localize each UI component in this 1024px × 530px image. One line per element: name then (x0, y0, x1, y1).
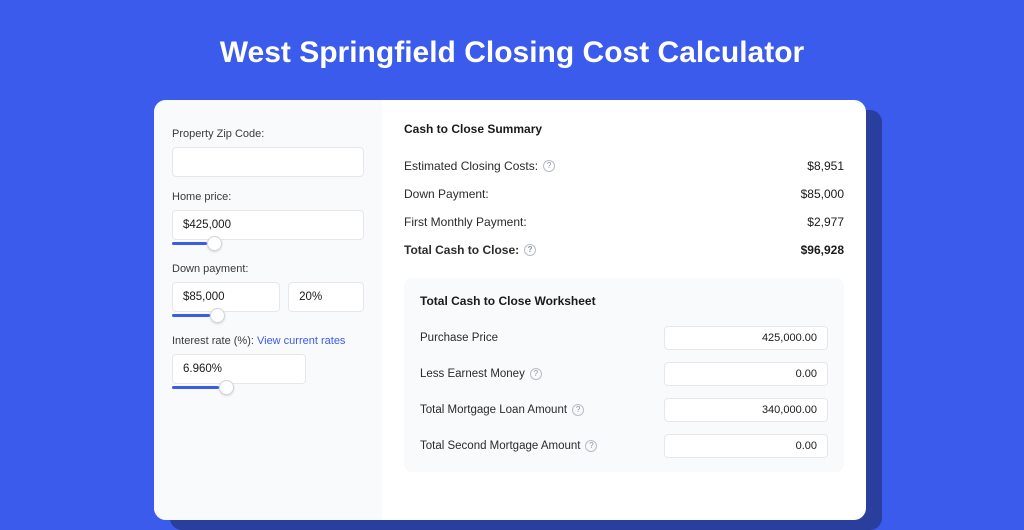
inputs-panel: Property Zip Code: Home price: Down paym… (154, 100, 382, 520)
worksheet-value-input[interactable] (664, 398, 828, 422)
worksheet-list: Purchase PriceLess Earnest Money?Total M… (420, 320, 828, 464)
summary-row: Estimated Closing Costs:? $8,951 (404, 152, 844, 180)
results-panel: Cash to Close Summary Estimated Closing … (382, 100, 866, 520)
help-icon[interactable]: ? (585, 440, 597, 452)
worksheet-row-label-text: Total Mortgage Loan Amount (420, 404, 567, 416)
interest-input[interactable] (172, 354, 306, 384)
home-price-label: Home price: (172, 191, 364, 203)
interest-label: Interest rate (%): View current rates (172, 335, 364, 347)
down-payment-slider[interactable] (172, 311, 364, 321)
worksheet-title: Total Cash to Close Worksheet (420, 294, 828, 308)
summary-row-label: Estimated Closing Costs:? (404, 159, 555, 173)
worksheet-row-label: Total Mortgage Loan Amount? (420, 404, 584, 416)
summary-row: Total Cash to Close:? $96,928 (404, 236, 844, 264)
field-interest-rate: Interest rate (%): View current rates (172, 335, 364, 393)
worksheet-row: Purchase Price (420, 320, 828, 356)
slider-thumb[interactable] (219, 380, 234, 395)
help-icon[interactable]: ? (530, 368, 542, 380)
worksheet-row: Total Mortgage Loan Amount? (420, 392, 828, 428)
home-price-slider[interactable] (172, 239, 364, 249)
summary-list: Estimated Closing Costs:? $8,951 Down Paym… (404, 152, 844, 264)
field-zip: Property Zip Code: (172, 128, 364, 177)
interest-label-text: Interest rate (%): (172, 335, 254, 347)
field-home-price: Home price: (172, 191, 364, 249)
zip-input[interactable] (172, 147, 364, 177)
field-down-payment: Down payment: (172, 263, 364, 321)
worksheet-row-label-text: Total Second Mortgage Amount (420, 440, 580, 452)
summary-row-value: $8,951 (807, 159, 844, 173)
worksheet-value-input[interactable] (664, 434, 828, 458)
slider-thumb[interactable] (210, 308, 225, 323)
page-title: West Springfield Closing Cost Calculator (0, 0, 1024, 96)
summary-row-value: $2,977 (807, 215, 844, 229)
worksheet-row-label: Total Second Mortgage Amount? (420, 440, 597, 452)
worksheet-card: Total Cash to Close Worksheet Purchase P… (404, 278, 844, 472)
help-icon[interactable]: ? (543, 160, 555, 172)
worksheet-row-label: Purchase Price (420, 332, 498, 344)
down-payment-percent-input[interactable] (288, 282, 364, 312)
worksheet-row: Total Second Mortgage Amount? (420, 428, 828, 464)
help-icon[interactable]: ? (524, 244, 536, 256)
calculator-card: Property Zip Code: Home price: Down paym… (154, 100, 866, 520)
summary-title: Cash to Close Summary (404, 122, 844, 136)
summary-row: Down Payment: $85,000 (404, 180, 844, 208)
worksheet-row-label: Less Earnest Money? (420, 368, 542, 380)
down-payment-input[interactable] (172, 282, 280, 312)
down-payment-label: Down payment: (172, 263, 364, 275)
view-rates-link[interactable]: View current rates (257, 335, 345, 347)
summary-row-label: First Monthly Payment: (404, 215, 527, 229)
summary-row-label-text: Total Cash to Close: (404, 243, 519, 257)
help-icon[interactable]: ? (572, 404, 584, 416)
worksheet-value-input[interactable] (664, 362, 828, 386)
worksheet-row-label-text: Less Earnest Money (420, 368, 525, 380)
interest-slider[interactable] (172, 383, 306, 393)
worksheet-row-label-text: Purchase Price (420, 332, 498, 344)
summary-row-label: Total Cash to Close:? (404, 243, 536, 257)
summary-row-value: $85,000 (801, 187, 844, 201)
worksheet-row: Less Earnest Money? (420, 356, 828, 392)
worksheet-value-input[interactable] (664, 326, 828, 350)
summary-row: First Monthly Payment: $2,977 (404, 208, 844, 236)
slider-fill (172, 386, 219, 389)
home-price-input[interactable] (172, 210, 364, 240)
zip-label: Property Zip Code: (172, 128, 364, 140)
summary-row-label: Down Payment: (404, 187, 489, 201)
slider-fill (172, 314, 210, 317)
summary-row-label-text: Estimated Closing Costs: (404, 159, 538, 173)
slider-fill (172, 242, 207, 245)
slider-thumb[interactable] (207, 236, 222, 251)
summary-row-value: $96,928 (801, 243, 844, 257)
summary-row-label-text: First Monthly Payment: (404, 215, 527, 229)
summary-row-label-text: Down Payment: (404, 187, 489, 201)
